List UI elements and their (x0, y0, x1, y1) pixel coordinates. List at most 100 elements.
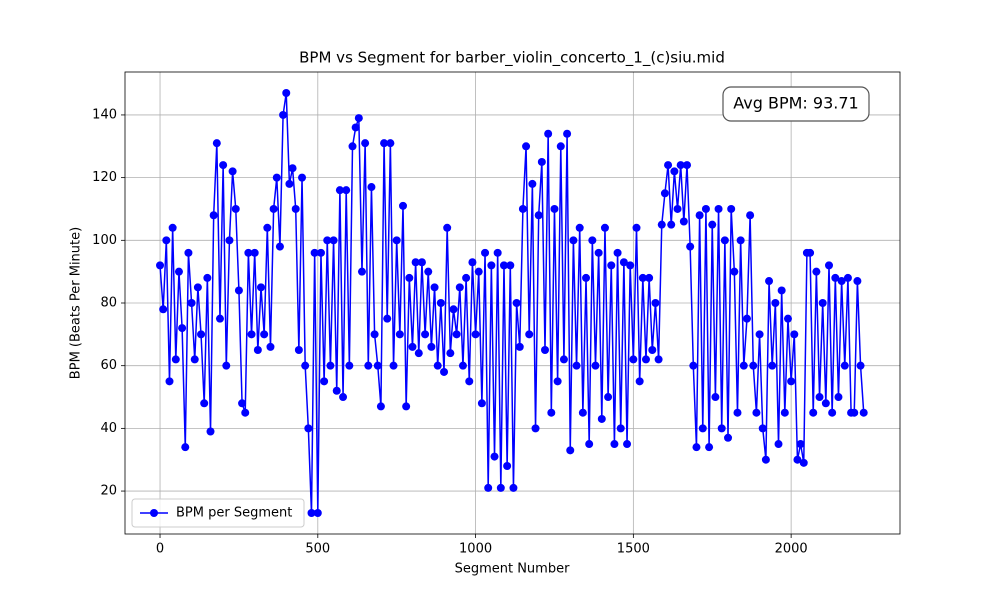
data-point (193, 283, 202, 292)
data-point (556, 142, 565, 151)
data-point (698, 424, 707, 433)
data-point (806, 248, 815, 257)
data-point (566, 446, 575, 455)
data-point (247, 330, 256, 339)
data-point (477, 399, 486, 408)
data-point (285, 179, 294, 188)
data-line (159, 92, 865, 514)
y-tick-label: 60 (100, 358, 117, 373)
data-point (231, 204, 240, 213)
data-point (641, 355, 650, 364)
data-point (266, 342, 275, 351)
data-point (212, 139, 221, 148)
data-point (610, 440, 619, 449)
data-point (670, 167, 679, 176)
data-point (279, 110, 288, 119)
data-point (790, 330, 799, 339)
data-point (626, 261, 635, 270)
data-point (414, 349, 423, 358)
data-point (761, 455, 770, 464)
data-point (727, 204, 736, 213)
data-point (433, 361, 442, 370)
data-point (367, 183, 376, 192)
data-point (241, 408, 250, 417)
data-point (313, 509, 322, 517)
data-point (758, 424, 767, 433)
data-point (619, 258, 628, 267)
data-point (307, 509, 316, 517)
data-point (572, 361, 581, 370)
data-point (424, 267, 433, 276)
data-point (755, 330, 764, 339)
data-point (616, 424, 625, 433)
data-point (522, 142, 531, 151)
data-point (187, 299, 196, 307)
data-point (471, 330, 480, 339)
data-point (342, 186, 351, 195)
data-point (812, 267, 821, 276)
y-tick-label: 20 (100, 484, 117, 499)
data-point (345, 361, 354, 370)
legend-label: BPM per Segment (176, 506, 292, 521)
data-point (408, 342, 417, 351)
data-point (405, 273, 414, 282)
data-point (411, 258, 420, 267)
data-point (692, 443, 701, 452)
x-tick-label: 0 (156, 542, 164, 557)
data-point (178, 324, 187, 333)
data-point (190, 355, 199, 364)
data-point (200, 399, 209, 408)
data-point (380, 139, 389, 148)
data-point (294, 346, 303, 355)
data-point (165, 377, 174, 386)
data-point (174, 267, 183, 276)
data-point (162, 236, 171, 245)
data-point (260, 330, 269, 339)
data-point (282, 89, 291, 97)
data-point (225, 236, 234, 245)
data-point (484, 483, 493, 492)
data-point (304, 424, 313, 433)
data-point (547, 408, 556, 417)
data-point (370, 330, 379, 339)
x-tick-label: 1000 (459, 542, 492, 557)
data-point (705, 443, 714, 452)
data-point (613, 248, 622, 257)
annotation: Avg BPM: 93.71 (733, 94, 858, 113)
data-point (465, 377, 474, 386)
data-point (667, 220, 676, 229)
y-tick-label: 140 (92, 107, 117, 122)
data-point (742, 314, 751, 323)
data-point (686, 242, 695, 251)
data-point (528, 179, 537, 188)
data-point (474, 267, 483, 276)
data-point (774, 440, 783, 449)
data-point (724, 433, 733, 442)
data-point (499, 261, 508, 270)
data-point (452, 330, 461, 339)
data-point (597, 414, 606, 423)
x-tick-label: 500 (305, 542, 330, 557)
annotation-box (722, 86, 870, 122)
data-point (752, 408, 761, 417)
data-point (777, 286, 786, 295)
data-point (481, 248, 490, 257)
data-point (518, 204, 527, 213)
data-point (219, 161, 228, 170)
data-point (654, 355, 663, 364)
data-point (171, 355, 180, 364)
data-point (348, 142, 357, 151)
data-point (638, 273, 647, 282)
data-point (263, 223, 272, 232)
data-point (809, 408, 818, 417)
data-point (323, 236, 332, 245)
data-point (329, 236, 338, 245)
data-point (544, 129, 553, 138)
y-tick-label: 80 (100, 296, 117, 311)
x-tick-label: 1500 (617, 542, 650, 557)
data-point (749, 361, 758, 370)
data-point (326, 361, 335, 370)
data-point (351, 123, 360, 132)
data-point (818, 299, 827, 307)
